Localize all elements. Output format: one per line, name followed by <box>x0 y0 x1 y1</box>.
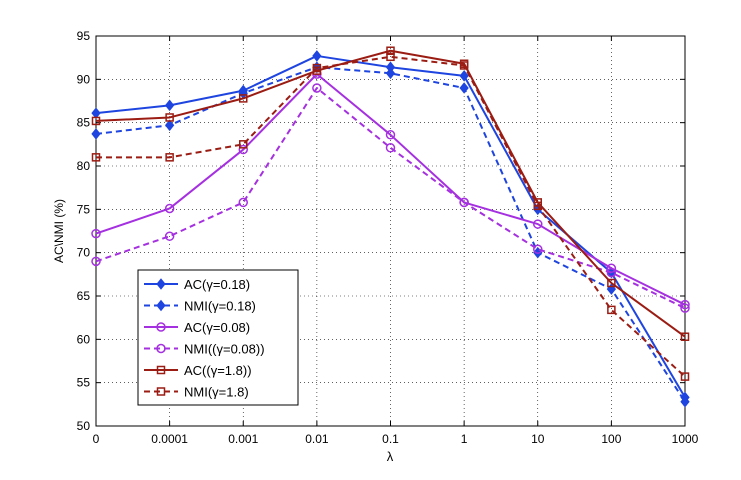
y-tick-label: 50 <box>77 419 91 433</box>
y-axis-label: AC\NMI (%) <box>52 199 66 263</box>
legend-entry: AC(γ=0.18) <box>144 277 250 292</box>
circle-marker <box>91 228 101 239</box>
circle-marker <box>238 197 248 208</box>
y-tick-label: 60 <box>77 332 91 346</box>
legend-label: NMI((γ=0.08)) <box>184 342 265 357</box>
y-tick-label: 95 <box>77 29 91 43</box>
axis-ticks: 0 0.0001 0.001 0.01 0.1 1 10 100 1000 50 55 60 65 70 7… <box>77 29 699 446</box>
x-tick-label: 0.0001 <box>151 432 188 446</box>
diamond-marker <box>91 128 101 140</box>
circle-marker <box>680 303 690 313</box>
x-axis-label: λ <box>387 449 394 464</box>
square-marker <box>156 365 166 375</box>
y-tick-label: 70 <box>77 246 91 260</box>
y-tick-label: 55 <box>77 376 91 390</box>
legend-entry: AC(γ=0.08) <box>144 320 250 335</box>
square-marker <box>386 46 395 55</box>
circle-marker <box>385 130 396 140</box>
x-tick-label: 1 <box>461 432 468 446</box>
circle-marker <box>164 231 175 241</box>
square-marker <box>607 278 616 288</box>
square-marker <box>165 153 174 162</box>
series-line <box>95 73 686 306</box>
circle-marker <box>312 83 322 93</box>
y-tick-label: 85 <box>77 116 91 130</box>
series-line <box>95 49 686 338</box>
square-marker <box>312 63 322 73</box>
square-marker <box>165 113 174 122</box>
legend-entry: NMI(γ=0.18) <box>144 299 256 314</box>
x-tick-label: 0.001 <box>228 432 258 446</box>
circle-marker <box>533 244 543 254</box>
circle-marker <box>385 143 396 153</box>
square-marker <box>239 94 248 103</box>
y-tick-label: 80 <box>77 159 91 173</box>
circle-marker <box>156 343 166 354</box>
square-marker <box>91 153 101 162</box>
y-tick-label: 65 <box>77 289 91 303</box>
square-marker <box>680 372 690 381</box>
legend-box <box>137 269 299 406</box>
square-marker <box>607 305 616 315</box>
x-tick-label: 100 <box>601 432 621 446</box>
y-tick-label: 90 <box>77 72 91 86</box>
legend-entry: NMI((γ=0.08)) <box>144 342 265 357</box>
diamond-marker <box>459 82 469 94</box>
square-marker <box>91 116 101 126</box>
y-tick-label: 75 <box>77 202 91 216</box>
legend-label: AC(γ=0.08) <box>184 320 250 335</box>
square-marker <box>533 201 542 211</box>
legend-entry: AC((γ=1.8)) <box>144 363 252 378</box>
diamond-marker <box>312 50 322 62</box>
legend-label: AC(γ=0.18) <box>184 277 250 292</box>
circle-marker <box>164 203 175 214</box>
diamond-marker <box>164 99 175 112</box>
x-tick-label: 0 <box>93 432 100 446</box>
circle-marker <box>533 219 543 229</box>
circle-marker <box>680 299 690 310</box>
diamond-marker <box>156 299 166 312</box>
diamond-marker <box>459 70 469 82</box>
square-marker <box>680 332 690 341</box>
series-line <box>95 66 686 403</box>
square-marker <box>156 387 166 396</box>
x-tick-label: 10 <box>531 432 545 446</box>
square-marker <box>239 140 248 149</box>
legend-entry: NMI(γ=1.8) <box>144 385 249 400</box>
x-tick-label: 1000 <box>672 432 699 446</box>
legend: AC(γ=0.18) NMI(γ=0.18) AC(γ=0.08) NMI((γ=0.… <box>137 269 299 406</box>
series-3 <box>91 83 690 313</box>
diamond-marker <box>164 119 175 132</box>
x-tick-label: 0.1 <box>382 432 399 446</box>
x-tick-label: 0.01 <box>305 432 329 446</box>
diamond-marker <box>680 395 690 408</box>
series-5 <box>91 52 690 381</box>
square-marker <box>386 52 395 62</box>
circle-marker <box>238 144 248 155</box>
circle-marker <box>459 197 469 208</box>
series-line <box>95 87 686 310</box>
legend-label: NMI(γ=1.8) <box>184 385 249 400</box>
legend-label: NMI(γ=0.18) <box>184 299 256 314</box>
circle-marker <box>91 256 101 267</box>
diamond-marker <box>156 278 166 290</box>
circle-marker <box>156 322 166 332</box>
legend-label: AC((γ=1.8)) <box>184 363 252 378</box>
circle-marker <box>606 267 617 278</box>
square-marker <box>459 61 469 70</box>
diamond-marker <box>385 67 396 80</box>
series-layer <box>91 46 690 408</box>
